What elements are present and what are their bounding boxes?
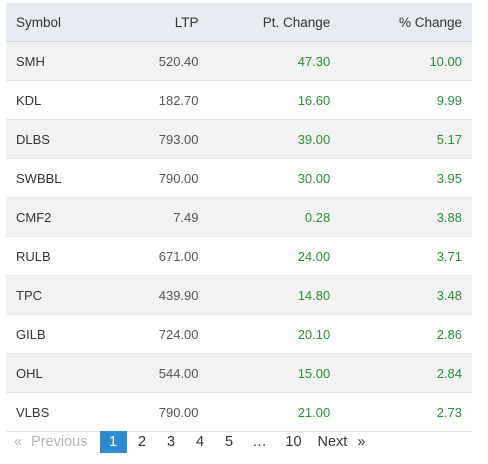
cell-percent-change: 2.73 [340, 392, 472, 432]
cell-percent-change: 10.00 [340, 41, 472, 81]
cell-ltp: 724.00 [112, 314, 209, 354]
table-row[interactable]: SWBBL 790.00 30.00 3.95 [6, 158, 472, 198]
cell-ltp: 544.00 [112, 353, 209, 393]
previous-page-link[interactable]: Previous [31, 434, 88, 450]
table-row[interactable]: TPC 439.90 14.80 3.48 [6, 275, 472, 315]
cell-percent-change: 5.17 [340, 119, 472, 159]
cell-symbol[interactable]: DLBS [6, 119, 113, 159]
table-row[interactable]: OHL 544.00 15.00 2.84 [6, 353, 472, 393]
header-ltp[interactable]: LTP [112, 3, 209, 42]
pagination: « Previous 1 2 3 4 5 … 10 Next » [14, 431, 365, 453]
pagination-ellipsis: … [252, 434, 267, 450]
page-link-1[interactable]: 1 [99, 431, 127, 453]
cell-symbol[interactable]: TPC [6, 275, 113, 315]
page-link-2[interactable]: 2 [137, 434, 147, 450]
table-row[interactable]: VLBS 790.00 21.00 2.73 [6, 392, 472, 432]
table-row[interactable]: GILB 724.00 20.10 2.86 [6, 314, 472, 354]
cell-symbol[interactable]: GILB [6, 314, 113, 354]
table-body: SMH 520.40 47.30 10.00 KDL 182.70 16.60 … [6, 41, 472, 432]
table-row[interactable]: DLBS 793.00 39.00 5.17 [6, 119, 472, 159]
header-symbol[interactable]: Symbol [6, 3, 113, 42]
cell-symbol[interactable]: KDL [6, 80, 113, 120]
table-row[interactable]: CMF2 7.49 0.28 3.88 [6, 197, 472, 237]
header-percent-change[interactable]: % Change [340, 3, 472, 42]
cell-percent-change: 2.86 [340, 314, 472, 354]
cell-percent-change: 3.88 [340, 197, 472, 237]
cell-symbol[interactable]: SMH [6, 41, 113, 81]
cell-pt-change: 39.00 [208, 119, 341, 159]
page-link-5[interactable]: 5 [224, 434, 234, 450]
cell-ltp: 790.00 [112, 158, 209, 198]
cell-ltp: 520.40 [112, 41, 209, 81]
cell-pt-change: 15.00 [208, 353, 341, 393]
cell-symbol[interactable]: SWBBL [6, 158, 113, 198]
page-link-10[interactable]: 10 [285, 434, 302, 450]
header-pt-change[interactable]: Pt. Change [208, 3, 341, 42]
cell-pt-change: 20.10 [208, 314, 341, 354]
cell-percent-change: 3.71 [340, 236, 472, 276]
table-row[interactable]: SMH 520.40 47.30 10.00 [6, 41, 472, 81]
cell-pt-change: 16.60 [208, 80, 341, 120]
cell-pt-change: 24.00 [208, 236, 341, 276]
cell-ltp: 7.49 [112, 197, 209, 237]
cell-percent-change: 3.48 [340, 275, 472, 315]
cell-percent-change: 2.84 [340, 353, 472, 393]
page-link-3[interactable]: 3 [166, 434, 176, 450]
cell-symbol[interactable]: OHL [6, 353, 113, 393]
cell-ltp: 790.00 [112, 392, 209, 432]
cell-percent-change: 3.95 [340, 158, 472, 198]
cell-pt-change: 0.28 [208, 197, 341, 237]
cell-symbol[interactable]: RULB [6, 236, 113, 276]
table-header-row: Symbol LTP Pt. Change % Change [6, 3, 472, 42]
cell-pt-change: 47.30 [208, 41, 341, 81]
table-row[interactable]: RULB 671.00 24.00 3.71 [6, 236, 472, 276]
cell-pt-change: 21.00 [208, 392, 341, 432]
cell-ltp: 671.00 [112, 236, 209, 276]
cell-ltp: 439.90 [112, 275, 209, 315]
cell-symbol[interactable]: VLBS [6, 392, 113, 432]
cell-percent-change: 9.99 [340, 80, 472, 120]
cell-symbol[interactable]: CMF2 [6, 197, 113, 237]
top-gainers-table: Symbol LTP Pt. Change % Change SMH 520.4… [6, 3, 472, 432]
cell-pt-change: 14.80 [208, 275, 341, 315]
cell-pt-change: 30.00 [208, 158, 341, 198]
table-row[interactable]: KDL 182.70 16.60 9.99 [6, 80, 472, 120]
cell-ltp: 182.70 [112, 80, 209, 120]
next-page-link[interactable]: Next [317, 434, 348, 450]
next-arrow-icon[interactable]: » [357, 434, 366, 450]
cell-ltp: 793.00 [112, 119, 209, 159]
page-link-4[interactable]: 4 [195, 434, 205, 450]
previous-arrow-icon: « [14, 434, 23, 450]
